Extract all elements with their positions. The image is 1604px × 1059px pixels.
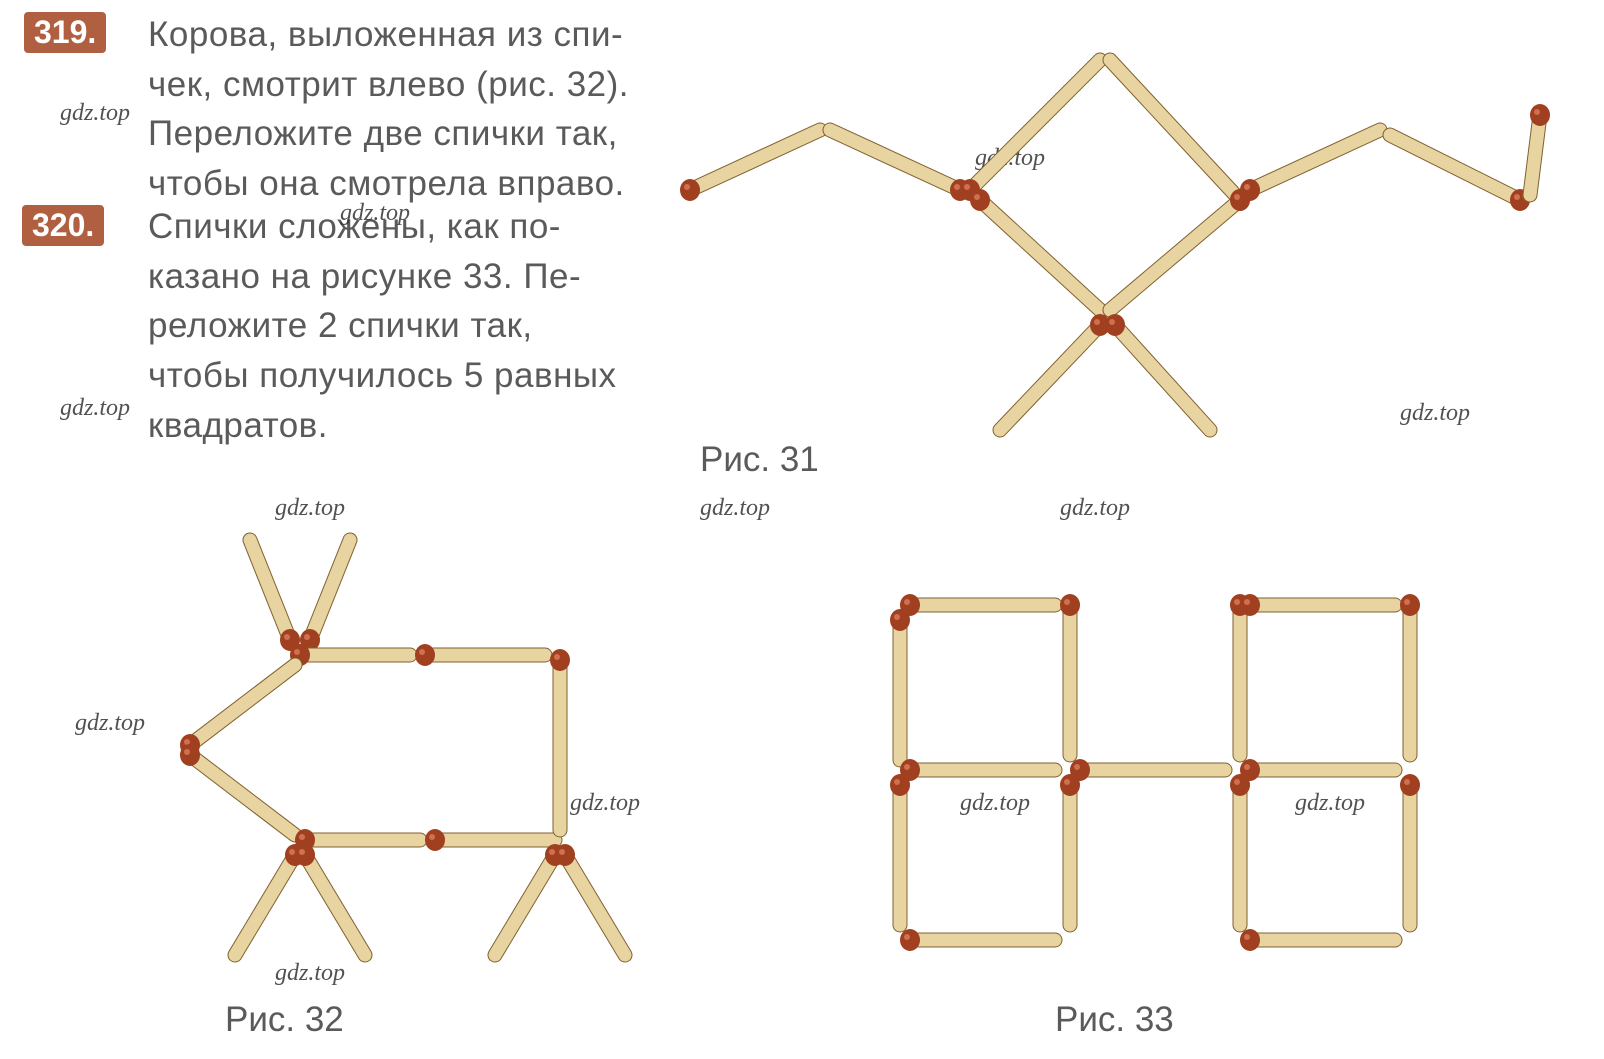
figure-33	[0, 0, 1604, 1000]
caption-fig32: Рис. 32	[225, 1000, 344, 1040]
caption-fig33: Рис. 33	[1055, 1000, 1174, 1040]
